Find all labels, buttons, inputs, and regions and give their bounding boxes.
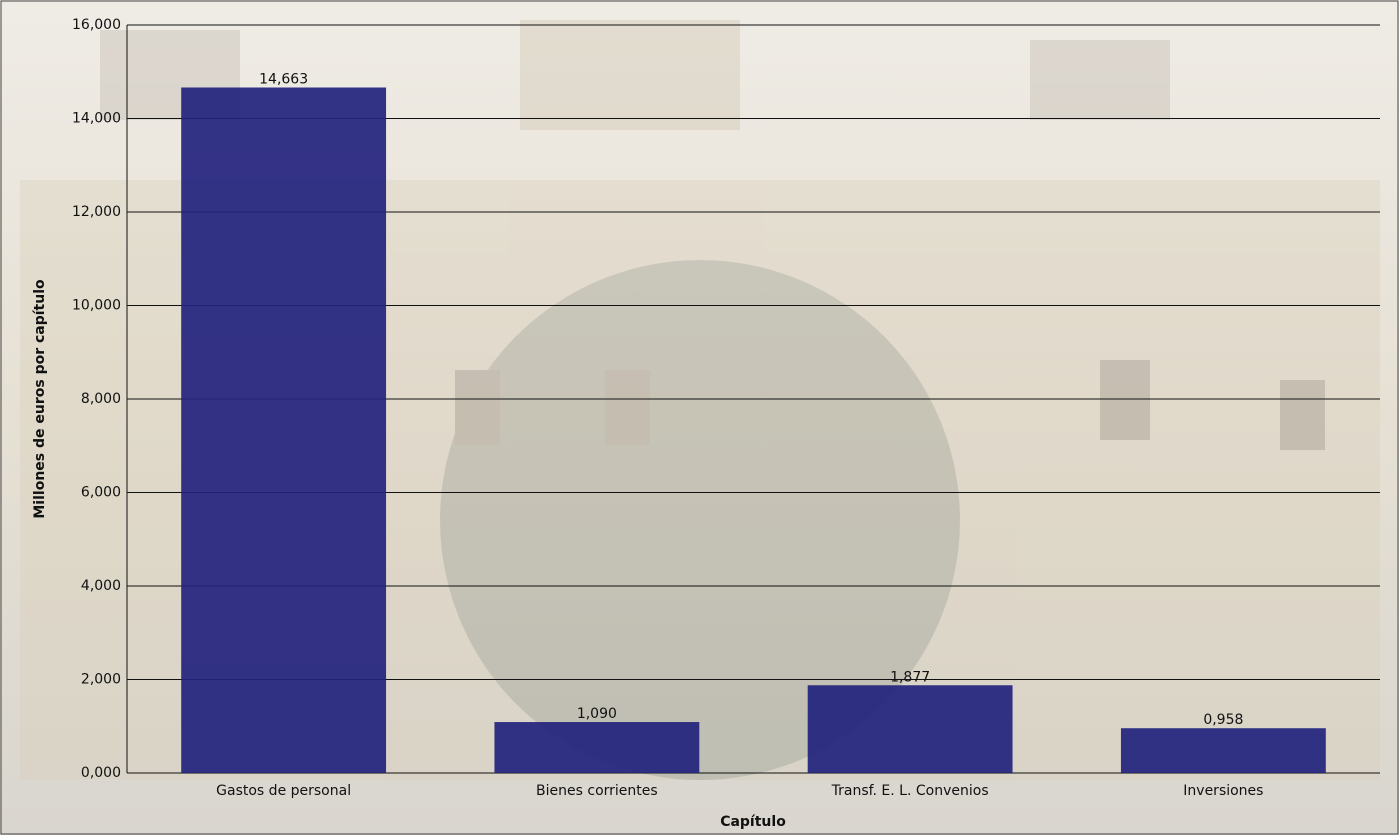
- y-tick-label: 6,000: [81, 485, 121, 501]
- y-tick-label: 4,000: [81, 578, 121, 594]
- value-label: 14,663: [259, 72, 308, 88]
- bar: [1120, 728, 1326, 773]
- bar: [807, 685, 1013, 773]
- value-label: 1,090: [577, 706, 617, 722]
- y-tick-label: 10,000: [72, 298, 121, 314]
- y-tick-label: 16,000: [72, 17, 121, 33]
- value-label: 1,877: [890, 669, 930, 685]
- x-tick-label: Transf. E. L. Convenios: [831, 783, 989, 799]
- bar: [181, 87, 387, 773]
- y-tick-label: 0,000: [81, 765, 121, 781]
- x-axis-title: Capítulo: [720, 814, 786, 830]
- y-tick-label: 8,000: [81, 391, 121, 407]
- x-tick-label: Inversiones: [1183, 783, 1263, 799]
- x-tick-label: Gastos de personal: [216, 783, 351, 799]
- bar: [494, 722, 700, 773]
- x-tick-label: Bienes corrientes: [536, 783, 658, 799]
- y-axis-title: Millones de euros por capítulo: [32, 279, 48, 519]
- y-tick-label: 2,000: [81, 672, 121, 688]
- y-tick-label: 14,000: [72, 111, 121, 127]
- value-label: 0,958: [1203, 712, 1243, 728]
- y-tick-label: 12,000: [72, 204, 121, 220]
